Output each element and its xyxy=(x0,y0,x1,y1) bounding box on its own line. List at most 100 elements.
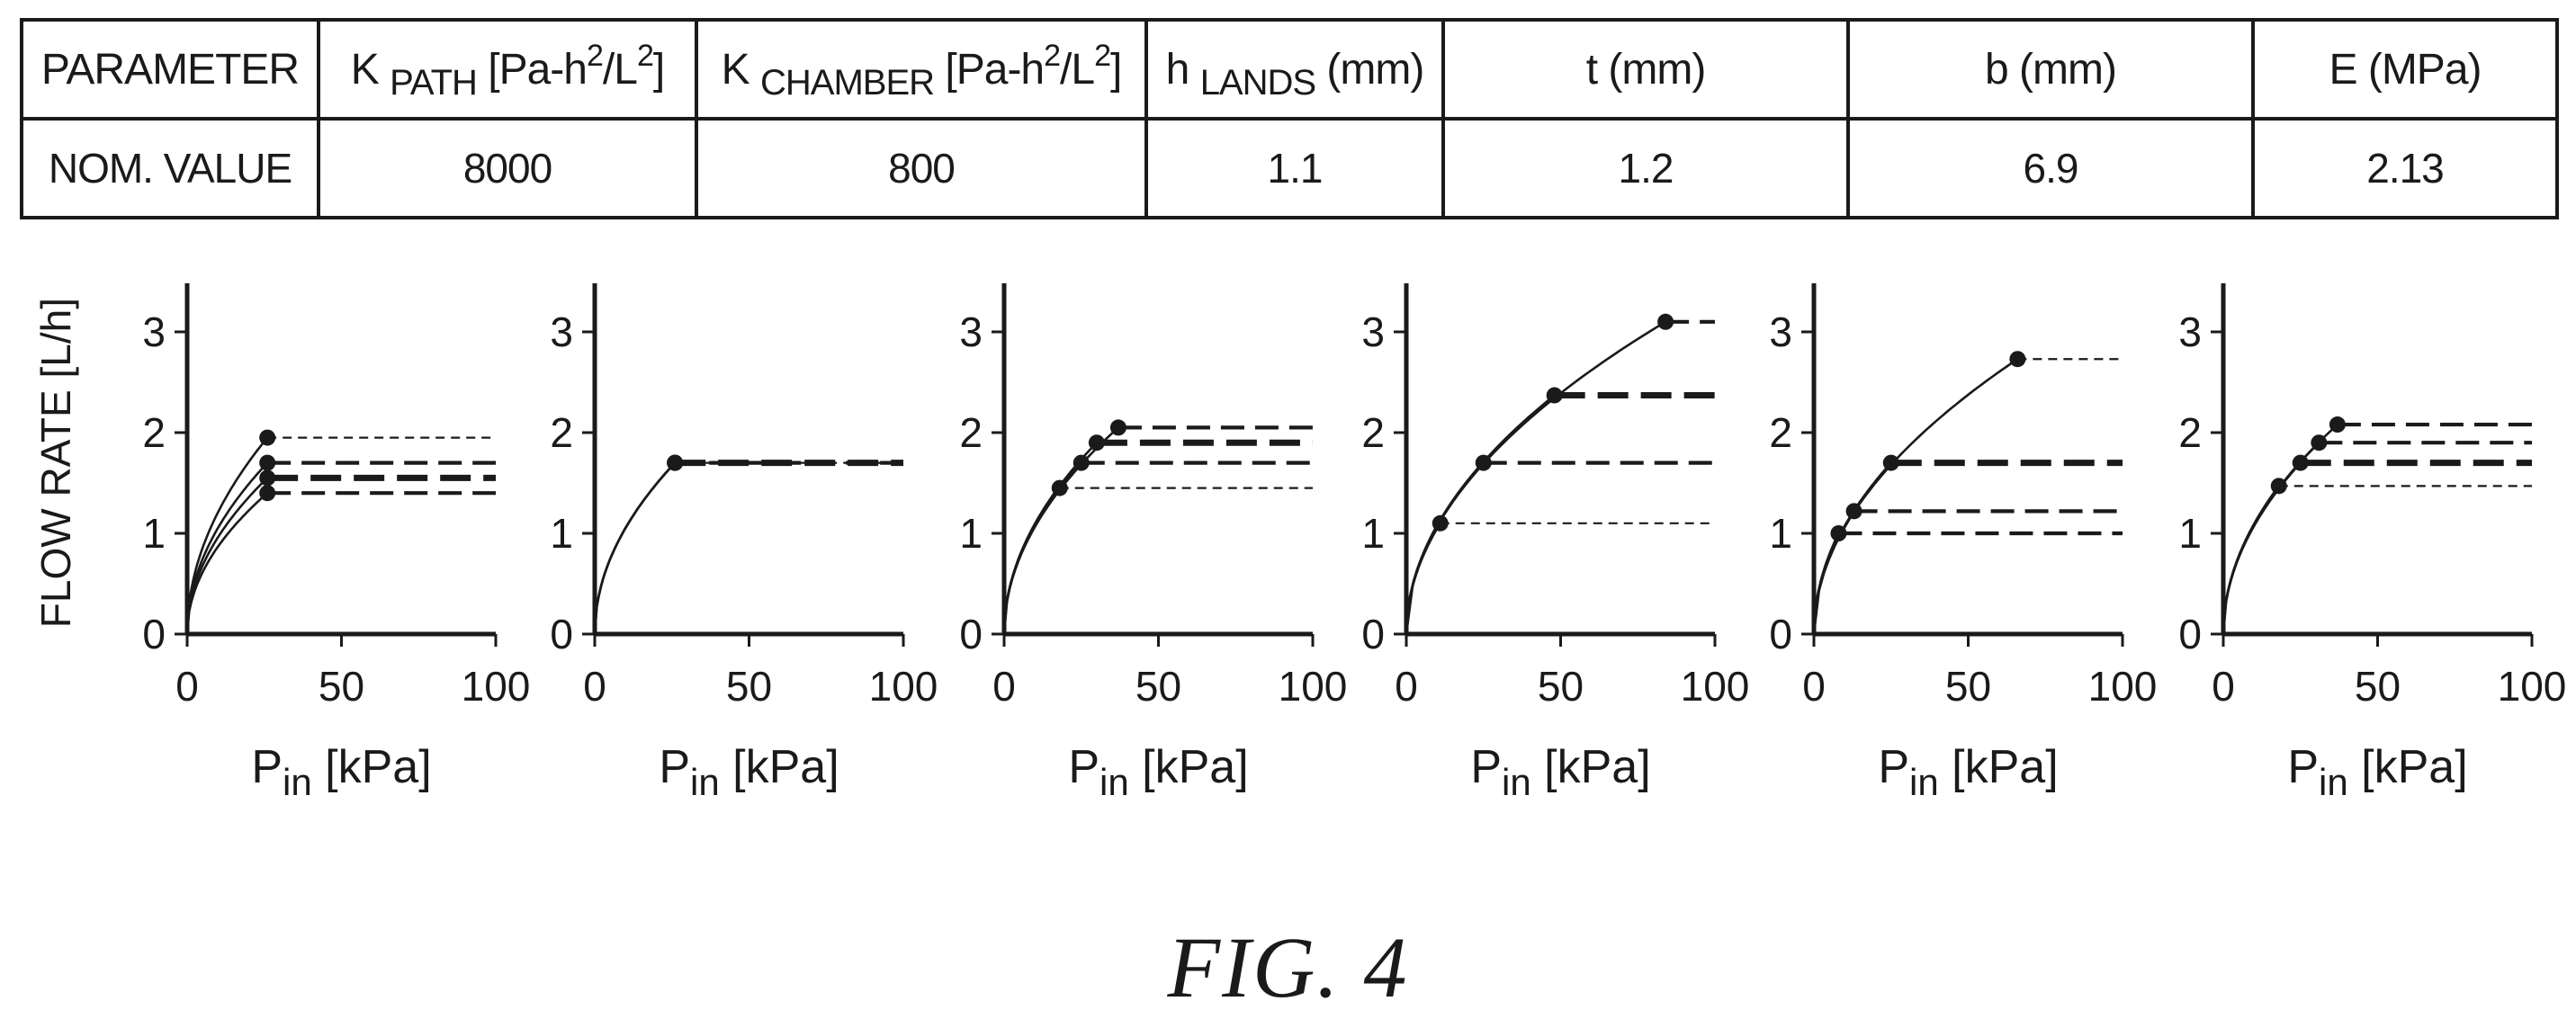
x-tick-label: 100 xyxy=(2498,663,2567,710)
saturation-point xyxy=(1088,434,1105,451)
value-b: 6.9 xyxy=(1846,117,2255,219)
x-tick-label: 100 xyxy=(869,663,938,710)
header-parameter: PARAMETER xyxy=(20,18,320,121)
x-tick-label: 0 xyxy=(2212,663,2235,710)
saturation-point xyxy=(2009,351,2026,368)
parameter-table: PARAMETER K PATH [Pa-h2/L2] K CHAMBER [P… xyxy=(20,18,2559,219)
header-b: b (mm) xyxy=(1846,18,2255,121)
y-axis-label: FLOW RATE [L/h] xyxy=(32,298,79,628)
flow-curve xyxy=(593,461,677,635)
y-tick-label: 1 xyxy=(1361,510,1385,557)
x-tick-label: 50 xyxy=(1538,663,1584,710)
y-tick-label: 2 xyxy=(2178,409,2202,456)
y-tick-label: 0 xyxy=(142,611,166,657)
flow-curve xyxy=(185,477,269,635)
flow-curve xyxy=(1405,461,1485,635)
x-tick-label: 0 xyxy=(175,663,199,710)
row-label: NOM. VALUE xyxy=(20,117,320,219)
x-axis-label: Pin [kPa] xyxy=(1878,741,2058,803)
chart-panel-row: 0 1 2 3 0 50 100 Pin [kPa] FLOW RATE [L/h] 0 1 2 3 0 5… xyxy=(0,261,2576,823)
header-h-lands: h LANDS (mm) xyxy=(1144,18,1445,121)
flow-curve xyxy=(185,461,269,635)
flow-curve xyxy=(2221,442,2320,635)
saturation-point xyxy=(667,454,684,471)
flow-curve xyxy=(1405,320,1666,635)
flow-curve xyxy=(1002,461,1082,635)
header-t: t (mm) xyxy=(1441,18,1850,121)
value-t: 1.2 xyxy=(1441,117,1850,219)
x-tick-label: 100 xyxy=(1279,663,1348,710)
flow-curve xyxy=(1812,461,1892,635)
saturation-point xyxy=(259,454,276,471)
x-axis-label: Pin [kPa] xyxy=(659,741,839,803)
flow-curve xyxy=(2221,461,2302,635)
flow-curve xyxy=(1002,442,1098,635)
y-tick-label: 0 xyxy=(550,611,573,657)
y-tick-label: 2 xyxy=(142,409,166,456)
flow-curve xyxy=(593,461,677,635)
y-tick-label: 0 xyxy=(1361,611,1385,657)
y-tick-label: 3 xyxy=(959,308,983,355)
value-h-lands: 1.1 xyxy=(1144,117,1445,219)
y-tick-label: 3 xyxy=(1361,308,1385,355)
y-tick-label: 3 xyxy=(2178,308,2202,355)
y-tick-label: 2 xyxy=(1361,409,1385,456)
y-tick-label: 0 xyxy=(959,611,983,657)
flow-curve xyxy=(2221,424,2338,635)
flow-curve xyxy=(185,492,269,635)
table-value-row: NOM. VALUE 8000 800 1.1 1.2 6.9 2.13 xyxy=(20,117,2559,219)
x-axis-label: Pin [kPa] xyxy=(1068,741,1248,803)
figure-label: FIG. 4 xyxy=(1167,919,1409,1015)
x-tick-label: 0 xyxy=(583,663,606,710)
y-tick-label: 3 xyxy=(142,308,166,355)
y-tick-label: 1 xyxy=(1769,510,1792,557)
x-axis-label: Pin [kPa] xyxy=(2287,741,2467,803)
saturation-point xyxy=(259,469,276,487)
saturation-point xyxy=(259,485,276,502)
x-tick-label: 100 xyxy=(462,663,531,710)
y-tick-label: 0 xyxy=(1769,611,1792,657)
x-tick-label: 50 xyxy=(319,663,364,710)
x-tick-label: 0 xyxy=(1802,663,1826,710)
table-header-row: PARAMETER K PATH [Pa-h2/L2] K CHAMBER [P… xyxy=(20,18,2559,121)
x-tick-label: 0 xyxy=(992,663,1016,710)
value-e: 2.13 xyxy=(2251,117,2559,219)
y-tick-label: 1 xyxy=(550,510,573,557)
flow-curve xyxy=(1405,523,1441,635)
flow-curve xyxy=(2221,485,2280,635)
x-tick-label: 100 xyxy=(1681,663,1750,710)
x-tick-label: 100 xyxy=(2088,663,2158,710)
x-tick-label: 50 xyxy=(1945,663,1991,710)
flow-curve xyxy=(1812,358,2019,635)
x-tick-label: 50 xyxy=(1135,663,1181,710)
saturation-point xyxy=(1546,387,1563,404)
header-e: E (MPa) xyxy=(2251,18,2559,121)
flow-curve xyxy=(1405,394,1556,635)
flow-curve xyxy=(1002,487,1061,635)
flow-curve xyxy=(1002,426,1119,635)
y-tick-label: 0 xyxy=(2178,611,2202,657)
value-k-chamber: 800 xyxy=(695,117,1148,219)
x-axis-label: Pin [kPa] xyxy=(1470,741,1650,803)
y-tick-label: 1 xyxy=(142,510,166,557)
y-tick-label: 2 xyxy=(959,409,983,456)
y-tick-label: 1 xyxy=(959,510,983,557)
x-tick-label: 0 xyxy=(1395,663,1418,710)
value-k-path: 8000 xyxy=(317,117,698,219)
saturation-point xyxy=(259,429,276,446)
y-tick-label: 3 xyxy=(550,308,573,355)
x-tick-label: 50 xyxy=(726,663,772,710)
header-k-chamber: K CHAMBER [Pa-h2/L2] xyxy=(695,18,1148,121)
x-tick-label: 50 xyxy=(2355,663,2401,710)
y-tick-label: 2 xyxy=(550,409,573,456)
flow-curve xyxy=(593,461,677,635)
y-tick-label: 1 xyxy=(2178,510,2202,557)
flow-curve xyxy=(185,436,269,635)
saturation-point xyxy=(1109,419,1126,436)
saturation-point xyxy=(1657,313,1674,330)
saturation-point xyxy=(2329,416,2346,434)
y-tick-label: 2 xyxy=(1769,409,1792,456)
header-k-path: K PATH [Pa-h2/L2] xyxy=(317,18,698,121)
y-tick-label: 3 xyxy=(1769,308,1792,355)
